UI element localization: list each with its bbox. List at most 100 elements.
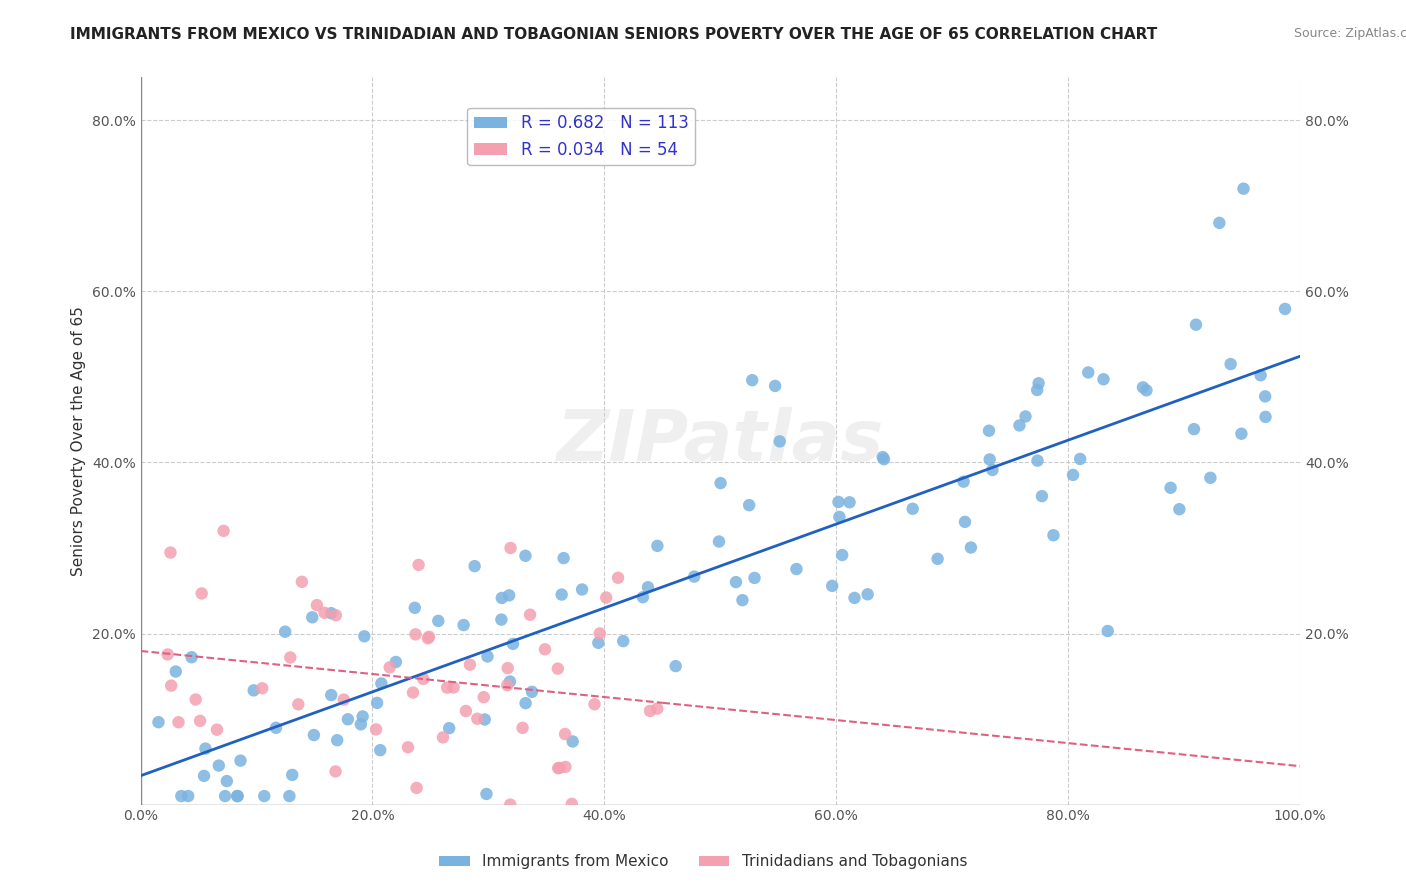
Immigrants from Mexico: [741, 373, 763, 387]
Immigrants from Mexico: [981, 463, 1004, 477]
Immigrants from Mexico: [1132, 380, 1154, 394]
Immigrants from Mexico: [612, 634, 634, 648]
Immigrants from Mexico: [707, 534, 730, 549]
Trinidadians and Tobagonians: [205, 723, 228, 737]
Immigrants from Mexico: [1028, 376, 1050, 391]
Immigrants from Mexico: [1182, 422, 1205, 436]
Immigrants from Mexico: [177, 789, 200, 803]
Immigrants from Mexico: [366, 696, 388, 710]
Trinidadians and Tobagonians: [188, 714, 211, 728]
Immigrants from Mexico: [785, 562, 807, 576]
Trinidadians and Tobagonians: [416, 632, 439, 646]
Trinidadians and Tobagonians: [547, 662, 569, 676]
Trinidadians and Tobagonians: [278, 650, 301, 665]
Trinidadians and Tobagonians: [547, 761, 569, 775]
Immigrants from Mexico: [321, 606, 343, 620]
Trinidadians and Tobagonians: [212, 524, 235, 538]
Trinidadians and Tobagonians: [561, 797, 583, 811]
Trinidadians and Tobagonians: [467, 712, 489, 726]
Immigrants from Mexico: [872, 450, 894, 464]
Immigrants from Mexico: [475, 787, 498, 801]
Immigrants from Mexico: [520, 685, 543, 699]
Immigrants from Mexico: [588, 636, 610, 650]
Immigrants from Mexico: [827, 495, 849, 509]
Trinidadians and Tobagonians: [364, 723, 387, 737]
Immigrants from Mexico: [927, 551, 949, 566]
Immigrants from Mexico: [1092, 372, 1115, 386]
Trinidadians and Tobagonians: [167, 715, 190, 730]
Immigrants from Mexico: [952, 475, 974, 489]
Immigrants from Mexico: [515, 549, 537, 563]
Immigrants from Mexico: [647, 539, 669, 553]
Trinidadians and Tobagonians: [325, 608, 347, 623]
Immigrants from Mexico: [208, 758, 231, 772]
Immigrants from Mexico: [821, 579, 844, 593]
Immigrants from Mexico: [353, 629, 375, 643]
Trinidadians and Tobagonians: [190, 586, 212, 600]
Immigrants from Mexico: [499, 674, 522, 689]
Trinidadians and Tobagonians: [436, 681, 458, 695]
Trinidadians and Tobagonians: [305, 598, 328, 612]
Immigrants from Mexico: [350, 717, 373, 731]
Immigrants from Mexico: [960, 541, 983, 555]
Immigrants from Mexico: [571, 582, 593, 597]
Immigrants from Mexico: [464, 559, 486, 574]
Immigrants from Mexico: [1254, 389, 1277, 403]
Immigrants from Mexico: [229, 754, 252, 768]
Immigrants from Mexico: [370, 676, 392, 690]
Immigrants from Mexico: [515, 696, 537, 710]
Immigrants from Mexico: [1185, 318, 1208, 332]
Trinidadians and Tobagonians: [160, 679, 183, 693]
Trinidadians and Tobagonians: [458, 657, 481, 672]
Trinidadians and Tobagonians: [645, 701, 668, 715]
Immigrants from Mexico: [683, 569, 706, 583]
Immigrants from Mexico: [979, 452, 1001, 467]
Immigrants from Mexico: [709, 476, 731, 491]
Immigrants from Mexico: [953, 515, 976, 529]
Trinidadians and Tobagonians: [534, 642, 557, 657]
Immigrants from Mexico: [1230, 426, 1253, 441]
Immigrants from Mexico: [368, 743, 391, 757]
Immigrants from Mexico: [1232, 181, 1254, 195]
Immigrants from Mexico: [553, 551, 575, 566]
Immigrants from Mexico: [214, 789, 236, 803]
Immigrants from Mexico: [1031, 489, 1053, 503]
Trinidadians and Tobagonians: [454, 704, 477, 718]
Text: IMMIGRANTS FROM MEXICO VS TRINIDADIAN AND TOBAGONIAN SENIORS POVERTY OVER THE AG: IMMIGRANTS FROM MEXICO VS TRINIDADIAN AN…: [70, 27, 1157, 42]
Immigrants from Mexico: [637, 580, 659, 594]
Trinidadians and Tobagonians: [472, 690, 495, 705]
Trinidadians and Tobagonians: [325, 764, 347, 779]
Immigrants from Mexico: [1160, 481, 1182, 495]
Immigrants from Mexico: [1208, 216, 1230, 230]
Immigrants from Mexico: [838, 495, 860, 509]
Immigrants from Mexico: [724, 575, 747, 590]
Immigrants from Mexico: [873, 452, 896, 467]
Immigrants from Mexico: [404, 600, 426, 615]
Immigrants from Mexico: [253, 789, 276, 803]
Immigrants from Mexico: [738, 498, 761, 512]
Immigrants from Mexico: [165, 665, 187, 679]
Immigrants from Mexico: [491, 613, 513, 627]
Trinidadians and Tobagonians: [412, 672, 434, 686]
Trinidadians and Tobagonians: [519, 607, 541, 622]
Trinidadians and Tobagonians: [554, 727, 576, 741]
Immigrants from Mexico: [1097, 624, 1119, 638]
Immigrants from Mexico: [427, 614, 450, 628]
Trinidadians and Tobagonians: [408, 558, 430, 572]
Immigrants from Mexico: [1014, 409, 1036, 424]
Trinidadians and Tobagonians: [583, 698, 606, 712]
Trinidadians and Tobagonians: [314, 606, 336, 620]
Trinidadians and Tobagonians: [159, 545, 181, 559]
Immigrants from Mexico: [474, 713, 496, 727]
Immigrants from Mexico: [550, 588, 572, 602]
Immigrants from Mexico: [170, 789, 193, 803]
Immigrants from Mexico: [193, 769, 215, 783]
Immigrants from Mexico: [831, 548, 853, 562]
Immigrants from Mexico: [561, 734, 583, 748]
Trinidadians and Tobagonians: [496, 678, 519, 692]
Trinidadians and Tobagonians: [499, 797, 522, 812]
Immigrants from Mexico: [321, 688, 343, 702]
Immigrants from Mexico: [498, 588, 520, 602]
Trinidadians and Tobagonians: [548, 761, 571, 775]
Text: Source: ZipAtlas.com: Source: ZipAtlas.com: [1294, 27, 1406, 40]
